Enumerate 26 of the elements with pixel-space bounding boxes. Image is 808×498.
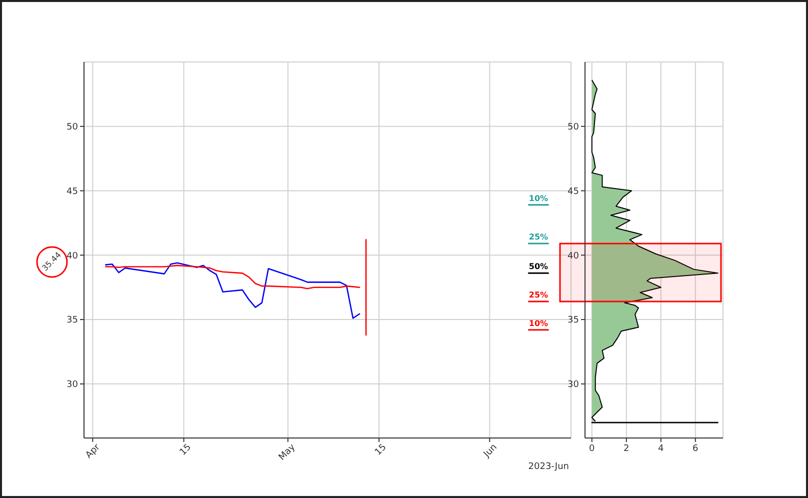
y-tick-label: 30 — [66, 380, 78, 390]
series-label: 25% — [528, 232, 548, 242]
y-tick-label: 30 — [568, 380, 580, 390]
series-label: 10% — [528, 318, 548, 328]
y-tick-label: 50 — [568, 122, 580, 133]
x-tick-label: Jun — [482, 442, 500, 460]
series-label: 10% — [528, 194, 548, 203]
y-tick-label: 35 — [66, 316, 78, 326]
x-tick-label: 15 — [373, 442, 389, 458]
line-series — [105, 264, 360, 290]
y-tick-label: 35 — [568, 316, 579, 326]
x-axis-title: 2023-Jun — [528, 462, 569, 472]
y-tick-label: 40 — [568, 251, 580, 262]
x-tick-label: Apr — [84, 442, 103, 461]
x-tick-label: 4 — [658, 444, 664, 454]
x-tick-label: 6 — [692, 444, 699, 454]
x-tick-label: 2 — [624, 444, 630, 454]
y-tick-label: 50 — [66, 122, 78, 133]
y-tick-label: 40 — [66, 251, 78, 262]
series-label: 50% — [528, 262, 548, 272]
y-tick-label: 45 — [66, 186, 78, 197]
x-tick-label: 15 — [178, 442, 194, 458]
x-tick-label: 0 — [589, 444, 596, 454]
y-tick-label: 45 — [568, 186, 579, 197]
line-series — [105, 262, 360, 319]
series-label: 25% — [528, 290, 548, 300]
